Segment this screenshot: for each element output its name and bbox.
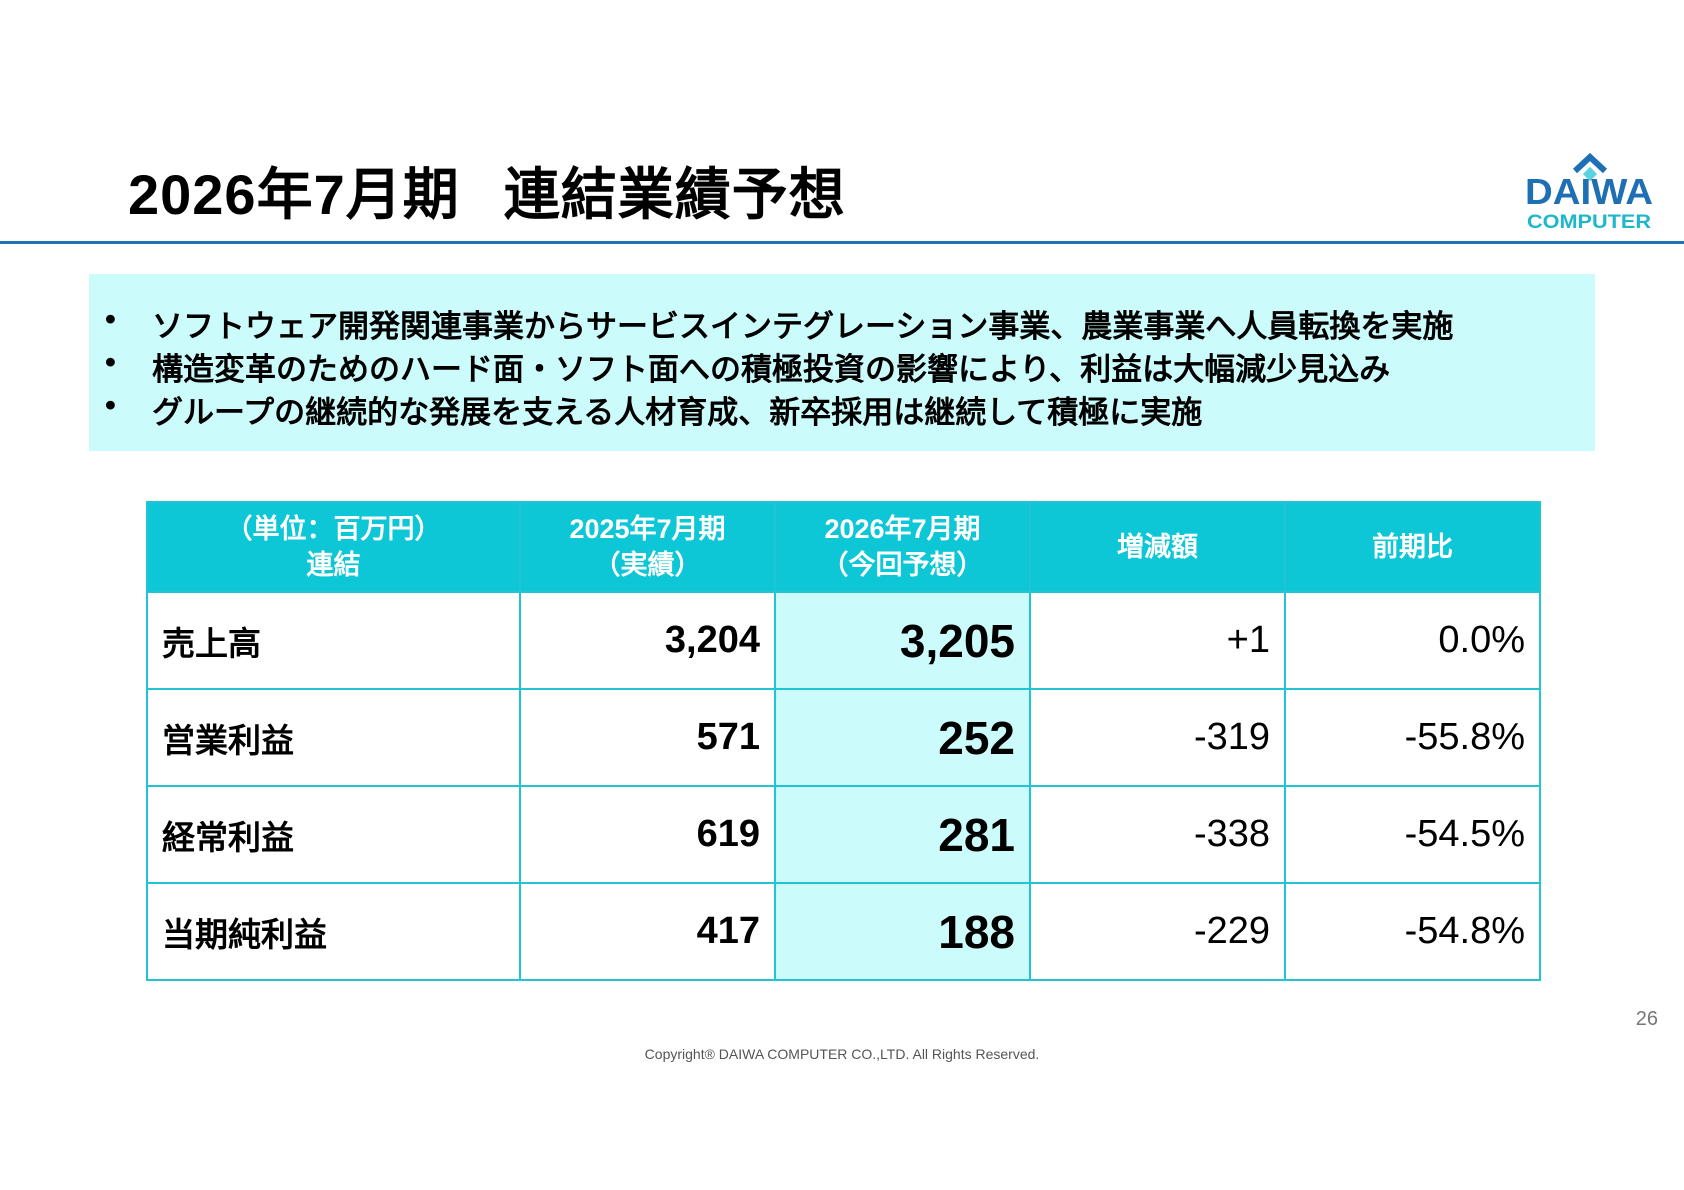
header-fy2025-actual: 2025年7月期 （実績） (519, 501, 776, 593)
forecast-2026-value: 281 (774, 785, 1031, 884)
row-label: 営業利益 (146, 688, 521, 787)
actual-2025-value: 619 (519, 785, 776, 884)
bullet-text: グループの継続的な発展を支える人材育成、新卒採用は継続して積極に実施 (152, 395, 1203, 430)
copyright-notice: Copyright® DAIWA COMPUTER CO.,LTD. All R… (644, 1046, 1040, 1062)
change-value: +1 (1029, 591, 1286, 690)
summary-bullet: • ソフトウェア開発関連事業からサービスインテグレーション事業、農業事業へ人員転… (89, 301, 1595, 344)
title-main: 連結業績予想 (503, 163, 846, 226)
bullet-marker: • (105, 387, 116, 422)
row-label: 経常利益 (146, 785, 521, 884)
daiwa-computer-logo: DAIWA COMPUTER (1525, 152, 1653, 232)
row-label: 売上高 (146, 591, 521, 690)
bullet-marker: • (105, 301, 116, 336)
table-row: 売上高 3,204 3,205 +1 0.0% (146, 591, 1541, 690)
logo-subtitle: COMPUTER (1527, 212, 1651, 232)
summary-box: • ソフトウェア開発関連事業からサービスインテグレーション事業、農業事業へ人員転… (89, 274, 1595, 451)
header-change: 増減額 (1029, 501, 1286, 593)
forecast-2026-value: 188 (774, 882, 1031, 981)
header-yoy-ratio: 前期比 (1284, 501, 1541, 593)
table-row: 当期純利益 417 188 -229 -54.8% (146, 882, 1541, 981)
change-value: -338 (1029, 785, 1286, 884)
change-value: -319 (1029, 688, 1286, 787)
forecast-2026-value: 3,205 (774, 591, 1031, 690)
bullet-marker: • (105, 344, 116, 379)
summary-bullet: • 構造変革のためのハード面・ソフト面への積極投資の影響により、利益は大幅減少見… (89, 344, 1595, 387)
change-value: -229 (1029, 882, 1286, 981)
earnings-forecast-table: （単位：百万円） 連結 2025年7月期 （実績） 2026年7月期 （今回予想） 増… (146, 501, 1541, 981)
ratio-value: 0.0% (1284, 591, 1541, 690)
actual-2025-value: 417 (519, 882, 776, 981)
table-header-row: （単位：百万円） 連結 2025年7月期 （実績） 2026年7月期 （今回予想） 増… (146, 501, 1541, 593)
summary-bullet: • グループの継続的な発展を支える人材育成、新卒採用は継続して積極に実施 (89, 387, 1595, 430)
ratio-value: -55.8% (1284, 688, 1541, 787)
title-period: 2026年7月期 (128, 163, 460, 226)
forecast-2026-value: 252 (774, 688, 1031, 787)
ratio-value: -54.5% (1284, 785, 1541, 884)
table-row: 経常利益 619 281 -338 -54.5% (146, 785, 1541, 884)
page-title: 2026年7月期 連結業績予想 (128, 150, 846, 231)
bullet-text: ソフトウェア開発関連事業からサービスインテグレーション事業、農業事業へ人員転換を… (152, 309, 1454, 344)
table-row: 営業利益 571 252 -319 -55.8% (146, 688, 1541, 787)
header-fy2026-forecast: 2026年7月期 （今回予想） (774, 501, 1031, 593)
header-unit-consolidated: （単位：百万円） 連結 (146, 501, 521, 593)
logo-wordmark: DAIWA (1525, 171, 1653, 212)
header-divider (0, 241, 1684, 244)
row-label: 当期純利益 (146, 882, 521, 981)
ratio-value: -54.8% (1284, 882, 1541, 981)
bullet-text: 構造変革のためのハード面・ソフト面への積極投資の影響により、利益は大幅減少見込み (152, 352, 1391, 387)
actual-2025-value: 571 (519, 688, 776, 787)
page-number: 26 (1635, 1008, 1658, 1030)
actual-2025-value: 3,204 (519, 591, 776, 690)
